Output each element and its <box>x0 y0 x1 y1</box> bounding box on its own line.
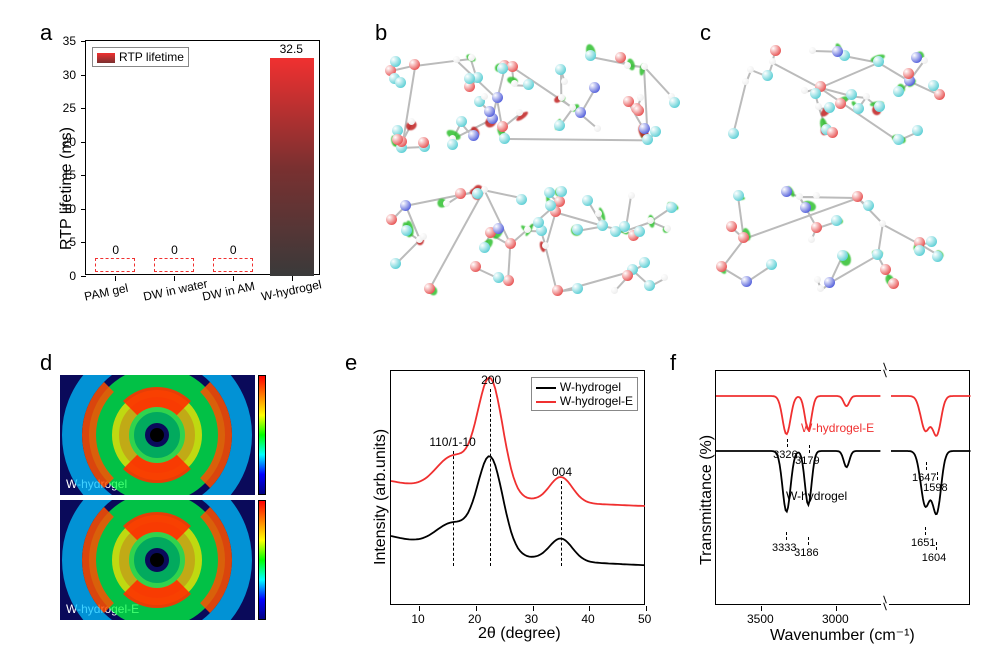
xtick-label: DW in AM <box>201 279 256 304</box>
molecule-b-bottom <box>390 175 680 305</box>
series-label-black: W-hydrogel <box>786 489 847 503</box>
legend-a: RTP lifetime <box>92 47 189 67</box>
peak-annotation: 3333 <box>772 542 796 554</box>
xlabel-e: 2θ (degree) <box>478 625 561 643</box>
panel-label-c: c <box>700 20 711 46</box>
peak-label: 110/1-10 <box>429 435 475 449</box>
peak-annotation: 1598 <box>923 482 947 494</box>
molecule-b-top <box>390 35 680 160</box>
waxs-top: W-hydrogel <box>60 375 255 495</box>
bar <box>270 58 314 276</box>
panel-label-e: e <box>345 350 357 376</box>
xtick-label: W-hydrogel <box>260 277 323 303</box>
xlabel-f: Wavenumber (cm⁻¹) <box>770 625 915 645</box>
waxs-bottom: W-hydrogel-E <box>60 500 255 620</box>
series-label-red: W-hydrogel-E <box>801 421 874 435</box>
colorbar-top <box>258 375 266 495</box>
peak-label: 004 <box>552 465 572 479</box>
legend-red: W-hydrogel-E <box>560 394 633 408</box>
ylabel-f: Transmittance (%) <box>698 435 716 565</box>
ylabel-e: Intensity (arb.units) <box>372 429 390 565</box>
legend-line-black <box>536 387 556 389</box>
xtick-label: PAM gel <box>83 281 129 304</box>
legend-text: RTP lifetime <box>119 50 184 64</box>
panel-label-d: d <box>40 350 52 376</box>
colorbar-bottom <box>258 500 266 620</box>
xtick-label: DW in water <box>142 276 209 303</box>
ftir-chart: 35003000W-hydrogel-EW-hydrogel3326317916… <box>715 370 970 605</box>
peak-annotation: 1604 <box>922 552 946 564</box>
legend-black: W-hydrogel <box>560 380 621 394</box>
axis-break-top <box>881 364 889 378</box>
legend-swatch <box>97 53 115 63</box>
molecule-c-bottom <box>720 175 940 305</box>
legend-line-red <box>536 401 556 403</box>
panel-label-f: f <box>670 350 676 376</box>
xrd-chart: W-hydrogel W-hydrogel-E 1020304050110/1-… <box>390 370 645 605</box>
peak-annotation: 3179 <box>795 455 819 467</box>
axis-break-bottom <box>881 597 889 611</box>
peak-annotation: 1651 <box>911 537 935 549</box>
bar-chart-a: RTP lifetime 05101520253035PAM gel0DW in… <box>85 40 320 275</box>
legend-e: W-hydrogel W-hydrogel-E <box>531 377 638 411</box>
peak-annotation: 3186 <box>794 547 818 559</box>
peak-annotation: 3326 <box>773 449 797 461</box>
panel-label-a: a <box>40 20 52 46</box>
molecule-c-top <box>720 35 940 160</box>
panel-label-b: b <box>375 20 387 46</box>
peak-label: 200 <box>481 373 501 387</box>
